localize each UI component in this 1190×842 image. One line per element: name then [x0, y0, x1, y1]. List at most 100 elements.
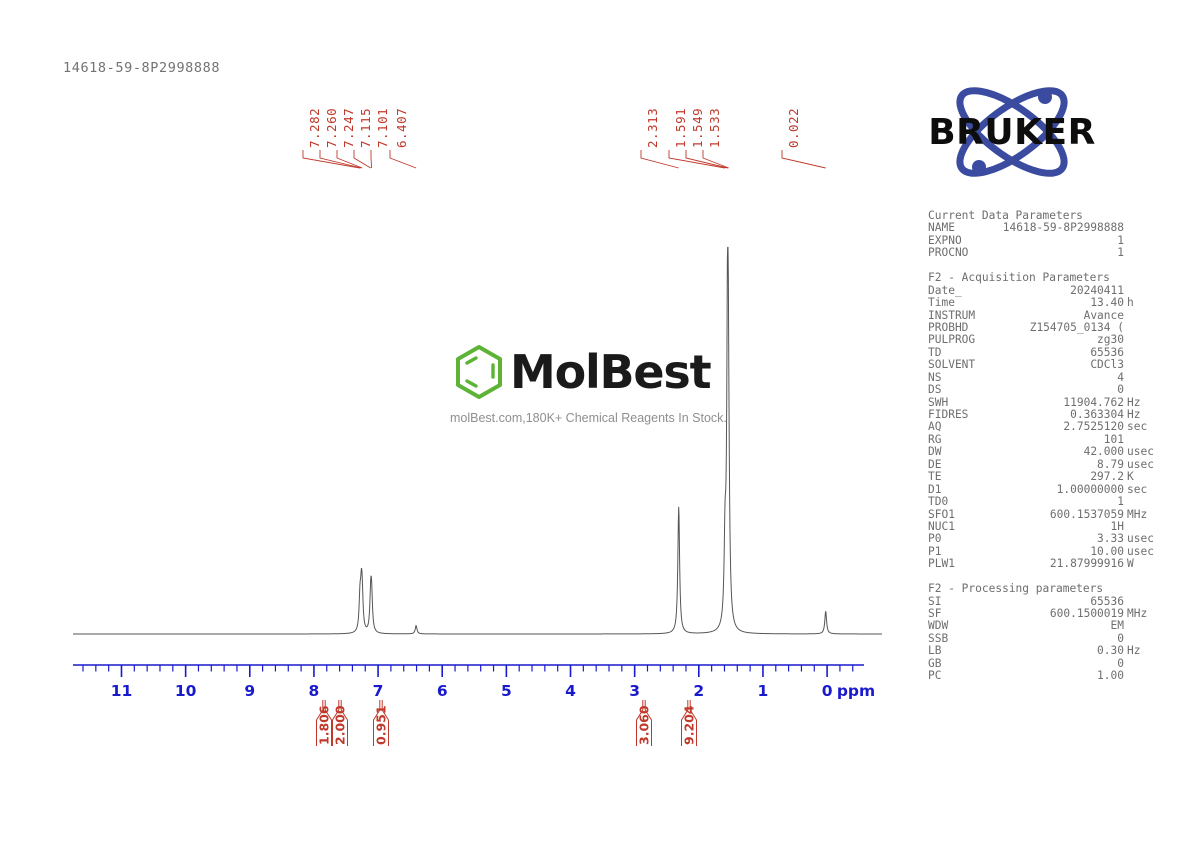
param-value: 42.000: [1083, 445, 1124, 459]
axis-tick-label: 8: [309, 682, 320, 700]
param-row: P1 10.00 usec: [928, 545, 1158, 558]
integral-label: 1.806: [317, 705, 332, 745]
integral-label: 0.951: [374, 705, 389, 745]
benzene-ring-icon: [450, 343, 508, 401]
param-value: CDCl3: [1090, 358, 1124, 372]
axis-tick-label: 11: [111, 682, 133, 700]
param-value: 0.363304: [1070, 408, 1124, 421]
param-row: WDW EM: [928, 619, 1158, 633]
axis-tick-label: 0: [822, 682, 833, 700]
watermark-tagline: molBest.com,180K+ Chemical Reagents In S…: [450, 411, 727, 425]
axis-tick-label: 5: [501, 682, 512, 700]
param-name: RG: [928, 432, 942, 446]
param-name: LB: [928, 644, 942, 658]
param-value: 20240411: [1070, 283, 1124, 297]
param-row: DW 42.000 usec: [928, 445, 1158, 459]
param-row: PLW1 21.87999916 W: [928, 557, 1158, 571]
param-name: NUC1: [928, 519, 955, 533]
param-name: EXPNO: [928, 233, 962, 247]
param-value: 8.79: [1097, 457, 1124, 471]
param-value: 600.1537059: [1049, 507, 1124, 521]
param-value: 1H: [1110, 519, 1124, 533]
param-section-heading: F2 - Acquisition Parameters: [928, 271, 1110, 285]
param-row: TE 297.2 K: [928, 470, 1158, 484]
param-value: 0: [1117, 383, 1124, 397]
param-row: DS 0: [928, 383, 1158, 397]
param-value: 0: [1117, 656, 1124, 670]
axis-tick-label: 7: [373, 682, 384, 700]
param-value: 4: [1117, 370, 1124, 384]
param-value: 1: [1117, 495, 1124, 509]
acquisition-parameter-table: Current Data Parameters NAME 14618-59-8P29…: [928, 209, 1158, 683]
param-row: NUC1 1H: [928, 519, 1158, 533]
param-value: 1: [1117, 233, 1124, 247]
param-row: FIDRES 0.363304 Hz: [928, 408, 1158, 421]
integral-bracket: [316, 700, 332, 746]
integral-label: 3.060: [637, 705, 652, 745]
param-row: PROBHD Z154705_0134 (: [928, 321, 1158, 334]
param-row: SOLVENT CDCl3: [928, 358, 1158, 372]
param-value: 21.87999916: [1049, 557, 1124, 571]
param-row: PC 1.00: [928, 669, 1158, 683]
param-row: EXPNO 1: [928, 233, 1158, 247]
axis-tick-label: 10: [175, 682, 197, 700]
axis-tick-label: 3: [629, 682, 640, 700]
param-row: TD 65536: [928, 346, 1158, 359]
param-value: 0: [1117, 631, 1124, 645]
integral-curves: 1.806 2.000 0.951 3.060 9.204: [0, 698, 900, 778]
axis-tick-label: 6: [437, 682, 448, 700]
param-name: TE: [928, 470, 942, 484]
param-section-heading: Current Data Parameters: [928, 209, 1083, 222]
param-value: 101: [1103, 432, 1124, 446]
param-unit: usec: [1127, 457, 1154, 471]
param-name: SOLVENT: [928, 358, 976, 372]
param-unit: Hz: [1127, 644, 1141, 658]
param-value: 13.40: [1090, 296, 1124, 310]
param-row: TD0 1: [928, 495, 1158, 509]
param-value: 2.7525120: [1063, 420, 1124, 434]
param-row: SSB 0: [928, 631, 1158, 645]
integral-bracket: [332, 700, 348, 746]
param-value: EM: [1110, 619, 1124, 633]
watermark-brand: MolBest: [510, 345, 712, 399]
axis-tick-label: 1: [758, 682, 769, 700]
param-value: 600.1500019: [1049, 607, 1124, 620]
param-value: 3.33: [1097, 532, 1124, 546]
param-name: SFO1: [928, 507, 955, 521]
param-name: SI: [928, 594, 942, 608]
param-name: PULPROG: [928, 333, 976, 347]
param-row: SFO1 600.1537059 MHz: [928, 507, 1158, 521]
param-name: AQ: [928, 420, 942, 434]
param-name: DE: [928, 457, 942, 471]
param-row: LB 0.30 Hz: [928, 644, 1158, 658]
param-name: INSTRUM: [928, 308, 976, 322]
molbest-watermark: MolBest molBest.com,180K+ Chemical Reage…: [450, 343, 750, 425]
page-title: 14618-59-8P2998888: [63, 60, 221, 76]
axis-tick-label: 2: [693, 682, 704, 700]
spectrum-plot: [73, 246, 883, 635]
param-name: Date_: [928, 283, 962, 297]
param-row: SWH 11904.762 Hz: [928, 395, 1158, 409]
param-name: Time: [928, 296, 955, 310]
axis-tick-label: 4: [565, 682, 576, 700]
param-value: 65536: [1090, 594, 1124, 608]
param-row: SI 65536: [928, 594, 1158, 608]
param-name: NS: [928, 370, 942, 384]
ppm-axis: 11 10 9 8 7 6 5 4 3 2 1 0 ppm: [0, 655, 900, 703]
param-row: P0 3.33 usec: [928, 532, 1158, 546]
axis-unit-label: ppm: [837, 682, 875, 700]
param-value: 14618-59-8P2998888: [1002, 221, 1124, 235]
param-unit: usec: [1127, 445, 1154, 459]
param-name: P0: [928, 532, 942, 546]
param-value: 1.00: [1097, 669, 1124, 683]
param-name: FIDRES: [928, 408, 969, 421]
param-unit: h: [1127, 296, 1134, 310]
param-unit: Hz: [1127, 395, 1141, 409]
param-value: Avance: [1083, 308, 1124, 322]
param-name: PROCNO: [928, 246, 969, 260]
param-row: INSTRUM Avance: [928, 308, 1158, 322]
param-unit: MHz: [1127, 507, 1148, 521]
integral-bracket: [681, 700, 697, 746]
param-name: SWH: [928, 395, 949, 409]
